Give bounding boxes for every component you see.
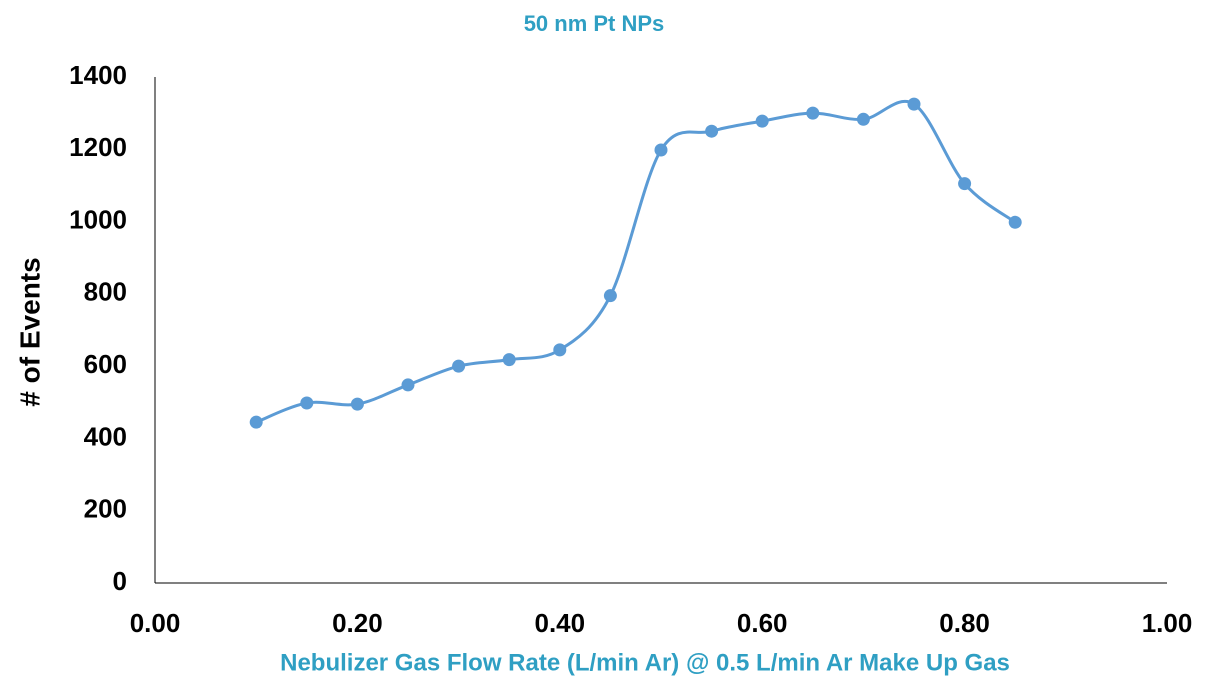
- data-point: [806, 106, 820, 120]
- y-tick-label: 1000: [69, 204, 127, 234]
- data-point: [958, 177, 972, 191]
- y-tick-label: 0: [113, 566, 127, 596]
- x-tick-label: 0.40: [534, 608, 585, 638]
- x-tick-label: 0.00: [130, 608, 181, 638]
- data-point: [705, 124, 719, 138]
- data-point: [452, 359, 466, 373]
- x-tick-label: 0.60: [737, 608, 788, 638]
- x-axis-label: Nebulizer Gas Flow Rate (L/min Ar) @ 0.5…: [280, 649, 1010, 676]
- data-point: [856, 112, 870, 126]
- y-tick-label: 600: [84, 349, 127, 379]
- x-tick-label: 1.00: [1142, 608, 1193, 638]
- chart-title: 50 nm Pt NPs: [524, 11, 665, 36]
- data-point: [350, 397, 364, 411]
- y-tick-label: 400: [84, 421, 127, 451]
- data-point: [603, 289, 617, 303]
- data-point: [553, 343, 567, 357]
- y-axis-label: # of Events: [14, 257, 45, 406]
- x-tick-label: 0.20: [332, 608, 383, 638]
- data-point: [1008, 215, 1022, 229]
- y-tick-label: 1200: [69, 132, 127, 162]
- data-point: [907, 97, 921, 111]
- data-point: [249, 415, 263, 429]
- y-tick-label: 1400: [69, 60, 127, 90]
- data-point: [300, 396, 314, 410]
- data-point: [502, 353, 516, 367]
- series-line: [255, 100, 1017, 424]
- x-tick-label: 0.80: [939, 608, 990, 638]
- data-point: [401, 378, 415, 392]
- y-tick-label: 800: [84, 277, 127, 307]
- data-point: [755, 114, 769, 128]
- data-point: [654, 143, 668, 157]
- y-tick-label: 200: [84, 494, 127, 524]
